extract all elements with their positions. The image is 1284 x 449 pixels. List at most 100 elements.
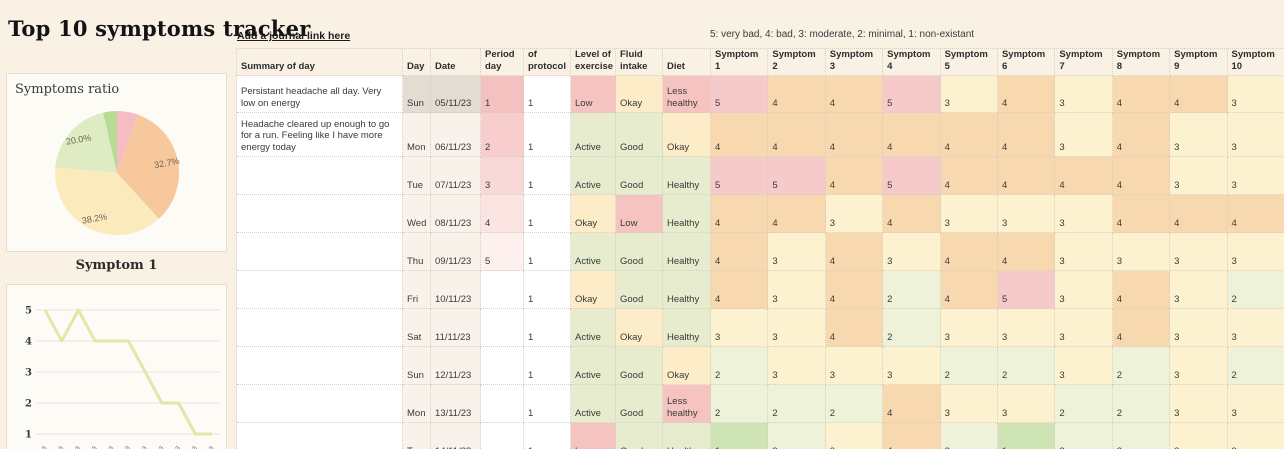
column-header-symptom-4[interactable]: Symptom 4 bbox=[883, 49, 941, 76]
symptom-5-value-cell[interactable]: 3 bbox=[940, 309, 998, 347]
symptom-6-value-cell[interactable]: 4 bbox=[997, 113, 1056, 157]
symptom-7-value-cell[interactable]: 3 bbox=[1055, 309, 1113, 347]
date-cell[interactable]: 05/11/23 bbox=[431, 76, 481, 113]
date-cell[interactable]: 08/11/23 bbox=[431, 195, 481, 233]
symptom-4-value-cell[interactable]: 2 bbox=[883, 309, 941, 347]
symptom-2-value-cell[interactable]: 2 bbox=[768, 423, 826, 449]
symptom-9-value-cell[interactable]: 3 bbox=[1170, 423, 1228, 449]
symptom-8-value-cell[interactable]: 2 bbox=[1112, 423, 1171, 449]
symptom-2-value-cell[interactable]: 5 bbox=[768, 157, 826, 195]
day-cell[interactable]: Sun bbox=[403, 347, 431, 385]
symptom-3-value-cell[interactable]: 4 bbox=[825, 309, 884, 347]
period-day-cell[interactable]: 4 bbox=[481, 195, 524, 233]
period-day-cell[interactable]: 3 bbox=[481, 157, 524, 195]
exercise-level-cell[interactable]: Low bbox=[571, 76, 616, 113]
symptom-6-value-cell[interactable]: 3 bbox=[997, 309, 1056, 347]
day-cell[interactable]: Wed bbox=[403, 195, 431, 233]
exercise-level-cell[interactable]: Okay bbox=[571, 271, 616, 309]
date-cell[interactable]: 11/11/23 bbox=[431, 309, 481, 347]
diet-cell[interactable]: Okay bbox=[663, 347, 711, 385]
symptom-8-value-cell[interactable]: 4 bbox=[1112, 113, 1171, 157]
symptom-9-value-cell[interactable]: 3 bbox=[1170, 157, 1228, 195]
summary-cell[interactable] bbox=[237, 195, 403, 233]
diet-cell[interactable]: Healthy bbox=[663, 195, 711, 233]
period-day-cell[interactable] bbox=[481, 385, 524, 423]
day-cell[interactable]: Mon bbox=[403, 385, 431, 423]
symptom-4-value-cell[interactable]: 5 bbox=[883, 76, 941, 113]
day-cell[interactable]: Mon bbox=[403, 113, 431, 157]
exercise-level-cell[interactable]: Active bbox=[571, 385, 616, 423]
symptom-8-value-cell[interactable]: 3 bbox=[1112, 233, 1171, 271]
symptom-3-value-cell[interactable]: 4 bbox=[825, 271, 884, 309]
summary-cell[interactable] bbox=[237, 157, 403, 195]
symptom-6-value-cell[interactable]: 3 bbox=[997, 385, 1056, 423]
exercise-level-cell[interactable]: Active bbox=[571, 157, 616, 195]
summary-cell[interactable] bbox=[237, 233, 403, 271]
symptom-10-value-cell[interactable]: 3 bbox=[1227, 423, 1284, 449]
symptom-5-value-cell[interactable]: 3 bbox=[940, 76, 998, 113]
symptom-2-value-cell[interactable]: 3 bbox=[768, 233, 826, 271]
symptom-4-value-cell[interactable]: 4 bbox=[883, 195, 941, 233]
symptom-5-value-cell[interactable]: 4 bbox=[940, 113, 998, 157]
symptom-7-value-cell[interactable]: 4 bbox=[1055, 157, 1113, 195]
column-header-period-day[interactable]: Period day bbox=[481, 49, 524, 76]
date-cell[interactable]: 13/11/23 bbox=[431, 385, 481, 423]
period-day-cell[interactable]: 1 bbox=[481, 76, 524, 113]
fluid-intake-cell[interactable]: Low bbox=[616, 195, 663, 233]
symptom-10-value-cell[interactable]: 3 bbox=[1227, 309, 1284, 347]
symptom-3-value-cell[interactable]: 3 bbox=[825, 195, 884, 233]
column-header-symptom-10[interactable]: Symptom 10 bbox=[1227, 49, 1284, 76]
symptom-10-value-cell[interactable]: 2 bbox=[1227, 347, 1284, 385]
symptom-2-value-cell[interactable]: 4 bbox=[768, 113, 826, 157]
symptom-4-value-cell[interactable]: 3 bbox=[883, 233, 941, 271]
column-header-symptom-3[interactable]: Symptom 3 bbox=[825, 49, 884, 76]
symptom-10-value-cell[interactable]: 3 bbox=[1227, 233, 1284, 271]
period-day-cell[interactable] bbox=[481, 347, 524, 385]
summary-cell[interactable]: Persistant headache all day. Very low on… bbox=[237, 76, 403, 113]
fluid-intake-cell[interactable]: Okay bbox=[616, 76, 663, 113]
column-header-symptom-7[interactable]: Symptom 7 bbox=[1055, 49, 1113, 76]
exercise-level-cell[interactable]: Active bbox=[571, 233, 616, 271]
symptom-1-value-cell[interactable]: 2 bbox=[711, 347, 769, 385]
day-cell[interactable]: Tue bbox=[403, 423, 431, 449]
symptom-2-value-cell[interactable]: 4 bbox=[768, 195, 826, 233]
symptom-4-value-cell[interactable]: 4 bbox=[883, 385, 941, 423]
symptom-6-value-cell[interactable]: 2 bbox=[997, 347, 1056, 385]
period-day-cell[interactable] bbox=[481, 309, 524, 347]
symptom-3-value-cell[interactable]: 3 bbox=[825, 423, 884, 449]
column-header-date[interactable]: Date bbox=[431, 49, 481, 76]
symptom-5-value-cell[interactable]: 3 bbox=[940, 195, 998, 233]
symptom-2-value-cell[interactable]: 3 bbox=[768, 347, 826, 385]
symptom-2-value-cell[interactable]: 2 bbox=[768, 385, 826, 423]
column-header-symptom-8[interactable]: Symptom 8 bbox=[1112, 49, 1171, 76]
symptom-8-value-cell[interactable]: 2 bbox=[1112, 347, 1171, 385]
symptom-6-value-cell[interactable]: 4 bbox=[997, 157, 1056, 195]
date-cell[interactable]: 14/11/23 bbox=[431, 423, 481, 449]
symptom-10-value-cell[interactable]: 3 bbox=[1227, 385, 1284, 423]
symptom-9-value-cell[interactable]: 3 bbox=[1170, 271, 1228, 309]
phase-of-protocol-cell[interactable]: 1 bbox=[524, 76, 571, 113]
symptom-10-value-cell[interactable]: 3 bbox=[1227, 157, 1284, 195]
symptom-1-value-cell[interactable]: 5 bbox=[711, 157, 769, 195]
symptom-4-value-cell[interactable]: 2 bbox=[883, 271, 941, 309]
symptom-10-value-cell[interactable]: 4 bbox=[1227, 195, 1284, 233]
phase-of-protocol-cell[interactable]: 1 bbox=[524, 113, 571, 157]
fluid-intake-cell[interactable]: Good bbox=[616, 423, 663, 449]
symptom-9-value-cell[interactable]: 4 bbox=[1170, 195, 1228, 233]
symptom-4-value-cell[interactable]: 4 bbox=[883, 113, 941, 157]
symptom-1-value-cell[interactable]: 2 bbox=[711, 385, 769, 423]
symptom-9-value-cell[interactable]: 3 bbox=[1170, 309, 1228, 347]
symptom-1-value-cell[interactable]: 1 bbox=[711, 423, 769, 449]
symptom-7-value-cell[interactable]: 3 bbox=[1055, 195, 1113, 233]
symptom-6-value-cell[interactable]: 1 bbox=[997, 423, 1056, 449]
column-header-summary-of-day[interactable]: Summary of day bbox=[237, 49, 403, 76]
summary-cell[interactable] bbox=[237, 271, 403, 309]
symptom-3-value-cell[interactable]: 4 bbox=[825, 76, 884, 113]
period-day-cell[interactable] bbox=[481, 271, 524, 309]
date-cell[interactable]: 12/11/23 bbox=[431, 347, 481, 385]
fluid-intake-cell[interactable]: Good bbox=[616, 347, 663, 385]
symptom-8-value-cell[interactable]: 4 bbox=[1112, 195, 1171, 233]
column-header-diet[interactable]: Diet bbox=[663, 49, 711, 76]
date-cell[interactable]: 09/11/23 bbox=[431, 233, 481, 271]
summary-cell[interactable] bbox=[237, 423, 403, 449]
